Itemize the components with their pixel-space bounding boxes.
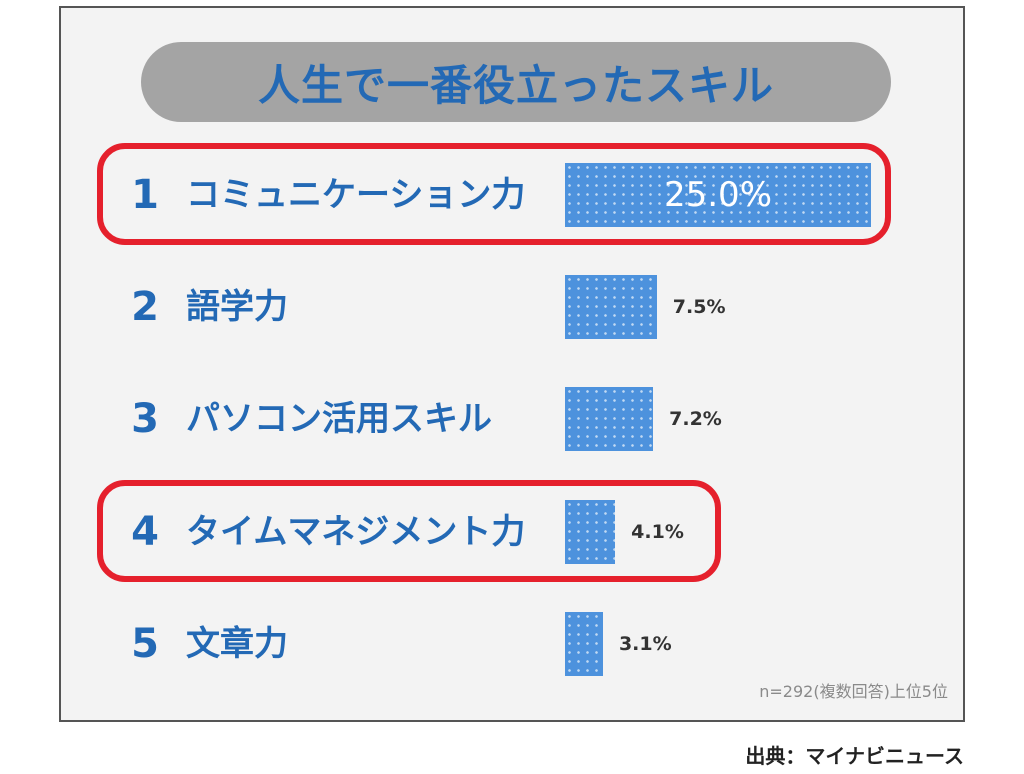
bar-row: 1 コミュニケーション力 25.0%	[130, 163, 960, 227]
category-label: 語学力	[186, 287, 288, 327]
category-label: コミュニケーション力	[186, 175, 526, 215]
value-label: 4.1%	[631, 521, 684, 543]
value-label: 7.5%	[672, 296, 726, 318]
value-label: 25.0%	[663, 175, 772, 215]
bar-row: 5 文章力 3.1%	[130, 612, 960, 676]
highlight-frame	[97, 143, 891, 245]
bar-row: 4 タイムマネジメント力 4.1%	[130, 500, 960, 564]
chart-panel	[59, 6, 965, 722]
rank-number: 3	[131, 396, 159, 442]
bar	[565, 500, 616, 564]
bar	[565, 275, 657, 339]
chart-title: 人生で一番役立ったスキル	[257, 60, 774, 110]
value-label: 7.2%	[669, 408, 722, 430]
rank-number: 4	[131, 509, 159, 555]
bar	[565, 612, 603, 676]
bar	[565, 163, 871, 227]
source-credit: 出典：マイナビニュース	[745, 744, 964, 768]
bar-row: 3 パソコン活用スキル 7.2%	[130, 387, 960, 451]
rank-number: 5	[131, 621, 159, 667]
value-label: 3.1%	[618, 633, 672, 655]
chart-title-banner: 人生で一番役立ったスキル	[141, 42, 891, 122]
highlight-frame	[97, 480, 721, 582]
rank-number: 1	[131, 172, 159, 218]
rank-number: 2	[131, 284, 159, 330]
bar	[565, 387, 654, 451]
category-label: 文章力	[186, 624, 288, 664]
category-label: タイムマネジメント力	[186, 512, 526, 552]
bar-row: 2 語学力 7.5%	[130, 275, 960, 339]
category-label: パソコン活用スキル	[186, 399, 492, 439]
sample-note: n=292(複数回答)上位5位	[759, 682, 948, 701]
